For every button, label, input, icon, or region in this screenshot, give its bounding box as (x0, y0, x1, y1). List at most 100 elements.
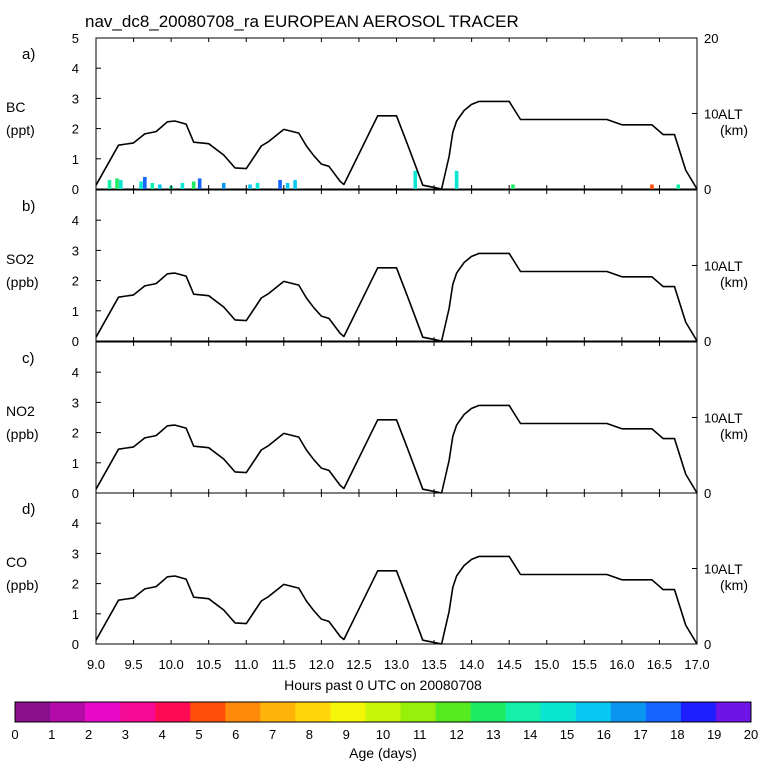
colorbar-swatch (225, 702, 261, 722)
colorbar-frame (14, 701, 752, 723)
right-tick-label: 0 (704, 334, 711, 349)
right-axis-unit: (km) (720, 577, 748, 593)
colorbar-tick-label: 12 (449, 727, 463, 742)
x-tick-label: 9.0 (87, 657, 105, 672)
colorbar-tick-label: 10 (376, 727, 390, 742)
bc-tracer-bar (511, 184, 515, 189)
colorbar-swatch (190, 702, 226, 722)
x-axis-label: Hours past 0 UTC on 20080708 (284, 677, 482, 693)
right-axis-label: ALT (718, 561, 743, 577)
panel-letter: c) (22, 350, 35, 367)
right-axis-label: ALT (718, 258, 743, 274)
x-tick-label: 12.5 (346, 657, 371, 672)
x-tick-label: 9.5 (125, 657, 143, 672)
y-tick-label: 0 (72, 334, 79, 349)
right-axis-unit: (km) (720, 122, 748, 138)
panel-unit: (ppb) (6, 577, 39, 593)
panel-letter: a) (22, 46, 35, 63)
x-tick-label: 13.5 (421, 657, 446, 672)
x-tick-label: 16.0 (609, 657, 634, 672)
bc-tracer-bar (676, 184, 681, 189)
colorbar-swatch (610, 702, 647, 722)
bc-tracer-bar (221, 182, 226, 189)
colorbar-swatch (645, 702, 682, 722)
x-tick-label: 11.5 (272, 657, 296, 672)
colorbar-label: Age (days) (349, 745, 417, 761)
y-tick-label: 5 (72, 31, 79, 46)
y-tick-label: 2 (72, 274, 79, 289)
x-tick-label: 12.0 (309, 657, 334, 672)
y-tick-label: 0 (72, 486, 79, 501)
colorbar-tick-label: 13 (486, 727, 500, 742)
bc-tracer-bar (285, 182, 290, 189)
panel-species: BC (6, 99, 25, 115)
colorbar-tick-label: 8 (306, 727, 313, 742)
panel-letter: b) (22, 198, 35, 215)
panel-frame (95, 492, 698, 645)
panel-species: NO2 (6, 403, 35, 419)
bc-tracer-bar (255, 182, 260, 189)
bc-tracer-bar (413, 170, 418, 189)
x-tick-labels: 9.0 9.5 10.0 10.5 11.0 11.5 12.0 12.5 13.0 13.5 14… (87, 657, 710, 672)
bc-tracer-bar (248, 184, 252, 189)
colorbar-swatch (680, 702, 717, 722)
colorbar-tick-label: 17 (633, 727, 647, 742)
y-tick-label: 1 (72, 607, 79, 622)
colorbar-swatch (120, 702, 156, 722)
y-tick-label: 0 (72, 182, 79, 197)
right-tick-label: 10 (704, 259, 718, 274)
y-tick-label: 3 (72, 546, 79, 561)
bc-tracer-bar (115, 178, 119, 189)
colorbar-tick-label: 9 (343, 727, 350, 742)
y-tick-label: 4 (72, 516, 79, 531)
colorbar-swatch (330, 702, 366, 722)
colorbar-swatch (85, 702, 121, 722)
right-axis-label: ALT (718, 410, 743, 426)
altitude-line (95, 555, 698, 645)
right-tick-label: 10 (704, 107, 718, 122)
colorbar-swatch (365, 702, 401, 722)
right-axis-unit: (km) (720, 426, 748, 442)
panel-so2: 0 1 2 3 4 0 10 b) SO2 (ppb) ALT(km) (6, 189, 748, 349)
bc-tracer-bar (650, 184, 654, 189)
colorbar-swatch (50, 702, 86, 722)
x-tick-label: 10.0 (158, 657, 183, 672)
panel-unit: (ppb) (6, 274, 39, 290)
panel-co: 0 1 2 3 4 0 10 d) CO (ppb) ALT(km) (6, 492, 748, 652)
right-tick-label: 10 (704, 562, 718, 577)
panel-unit: (ppb) (6, 426, 39, 442)
colorbar-tick-label: 14 (523, 727, 537, 742)
bc-tracer-bar (454, 170, 459, 189)
panel-frame (95, 189, 698, 342)
colorbar-tick-label: 0 (11, 727, 18, 742)
y-tick-label: 3 (72, 91, 79, 106)
x-tick-label: 15.0 (534, 657, 559, 672)
colorbar-swatch (540, 702, 577, 722)
y-tick-label: 1 (72, 456, 79, 471)
colorbar-tick-label: 7 (269, 727, 276, 742)
y-tick-label: 3 (72, 243, 79, 258)
y-tick-label: 0 (72, 637, 79, 652)
colorbar-tick-label: 2 (85, 727, 92, 742)
x-tick-label: 15.5 (572, 657, 597, 672)
right-tick-label: 10 (704, 411, 718, 426)
bc-tracer-bar (158, 184, 162, 189)
panels: 01234501020a)BC(ppt)ALT(km)01234010b)SO2… (6, 31, 748, 652)
x-tick-label: 17.0 (684, 657, 709, 672)
colorbar-tick-label: 6 (232, 727, 239, 742)
altitude-line (95, 404, 698, 494)
panel-species: SO2 (6, 251, 34, 267)
y-tick-label: 2 (72, 122, 79, 137)
colorbar-swatch (15, 702, 51, 722)
colorbar-swatch (505, 702, 542, 722)
colorbar-swatch (470, 702, 506, 722)
colorbar-tick-label: 15 (560, 727, 574, 742)
colorbar-swatch (155, 702, 191, 722)
panel-no2: 0 1 2 3 4 0 10 c) NO2 (ppb) ALT(km) (6, 341, 748, 501)
altitude-line (95, 100, 698, 190)
right-axis-label: ALT (718, 106, 743, 122)
x-tick-label: 10.5 (196, 657, 221, 672)
right-tick-label: 0 (704, 637, 711, 652)
bc-tracer-bar (150, 182, 155, 189)
